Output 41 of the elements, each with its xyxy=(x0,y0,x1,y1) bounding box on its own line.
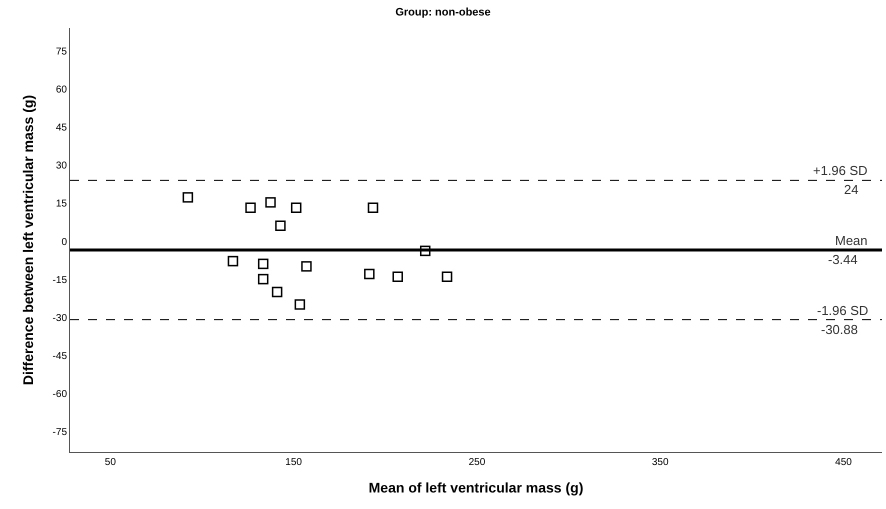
point xyxy=(442,272,452,282)
chart-title: Group: non-obese xyxy=(395,6,491,18)
point xyxy=(258,274,268,284)
y-tick-label: -45 xyxy=(52,351,68,362)
point xyxy=(228,256,238,266)
x-tick-label: 50 xyxy=(104,457,116,468)
ref-line-label: Mean xyxy=(835,233,868,248)
y-tick-label: 15 xyxy=(56,198,68,210)
point xyxy=(368,202,378,214)
point xyxy=(392,272,403,282)
y-tick-label: 30 xyxy=(56,160,68,172)
x-tick-label: 150 xyxy=(285,457,302,468)
y-tick-label: -75 xyxy=(52,427,68,438)
point xyxy=(258,258,268,270)
x-tick-label: 250 xyxy=(468,457,486,468)
x-tick-label: 350 xyxy=(652,457,669,468)
y-tick-label: 45 xyxy=(56,122,68,134)
x-axis-title: Mean of left ventricular mass (g) xyxy=(368,479,584,496)
annotation: -30.88 xyxy=(821,322,858,337)
y-tick-label: -15 xyxy=(52,274,68,286)
point xyxy=(364,268,375,280)
point xyxy=(290,202,302,214)
point xyxy=(265,197,276,208)
point xyxy=(272,286,282,298)
ref-line-label: +1.96 SD xyxy=(813,163,868,178)
y-tick-label: -30 xyxy=(52,312,68,324)
y-tick-label: -60 xyxy=(52,389,68,400)
y-tick-label: 0 xyxy=(61,236,68,248)
point xyxy=(182,192,194,203)
y-tick-label: 60 xyxy=(56,84,68,96)
y-axis-title: Difference between left ventricular mass (g) xyxy=(20,94,36,386)
point xyxy=(275,220,286,232)
ref-line-label: -1.96 SD xyxy=(817,303,868,318)
annotation: 24 xyxy=(844,182,858,197)
point xyxy=(245,202,256,214)
annotation: -3.44 xyxy=(828,252,858,267)
x-tick-label: 450 xyxy=(835,457,852,468)
y-tick-label: 75 xyxy=(56,46,68,58)
point xyxy=(294,299,306,310)
point xyxy=(301,261,312,272)
point xyxy=(420,246,430,256)
